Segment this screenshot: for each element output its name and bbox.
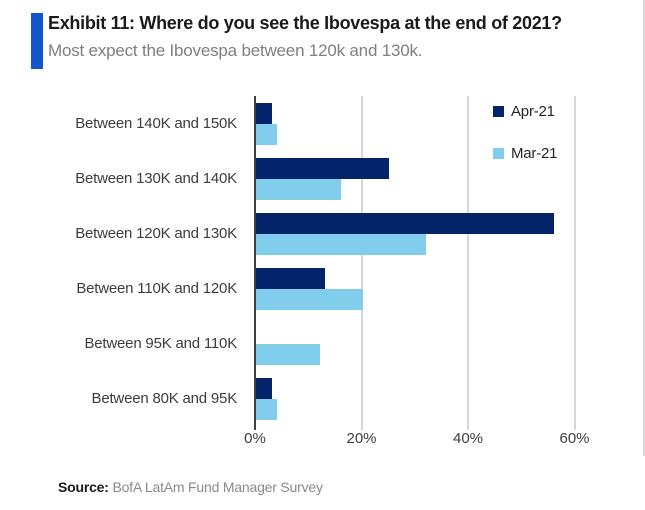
gridline — [467, 96, 469, 430]
bar-mar-21 — [256, 179, 342, 200]
exhibit-subtitle: Most expect the Ibovespa between 120k an… — [48, 41, 423, 60]
bar-chart: Between 140K and 150K Between 130K and 14… — [0, 96, 645, 447]
bar-group — [256, 151, 645, 206]
bar-group — [256, 316, 645, 371]
bar-group — [256, 96, 645, 151]
bar-mar-21 — [256, 289, 363, 310]
bar-group — [256, 261, 645, 316]
category-label: Between 140K and 150K — [75, 115, 237, 132]
bar-apr-21 — [256, 103, 272, 124]
x-tick-label: 20% — [346, 430, 377, 447]
source-value: BofA LatAm Fund Manager Survey — [112, 479, 323, 495]
x-tick-label: 40% — [452, 430, 484, 447]
exhibit-accent-bar — [31, 13, 43, 69]
x-tick-label: 60% — [559, 430, 590, 447]
bar-apr-21 — [256, 213, 555, 234]
bar-group — [256, 206, 645, 261]
bar-mar-21 — [256, 344, 320, 365]
exhibit-title: Exhibit 11: Where do you see the Ibovesp… — [48, 13, 562, 33]
legend-swatch-icon — [493, 147, 504, 159]
plot-area: 0% 20% 40% 60% — [244, 96, 645, 447]
legend-item-apr-21: Apr-21 — [493, 102, 557, 120]
bar-apr-21 — [256, 268, 326, 289]
legend-label: Apr-21 — [511, 102, 555, 120]
gridline — [360, 96, 363, 430]
source-label: Source: — [58, 479, 109, 495]
bar-mar-21 — [256, 124, 278, 145]
chart-legend: Apr-21 Mar-21 — [493, 102, 558, 187]
legend-item-mar-21: Mar-21 — [493, 144, 558, 162]
legend-swatch-icon — [493, 105, 504, 117]
bar-group — [256, 371, 645, 426]
source-line: Source: BofA LatAm Fund Manager Survey — [58, 479, 323, 495]
category-label: Between 130K and 140K — [75, 170, 237, 187]
bar-apr-21 — [256, 378, 272, 399]
gridline — [573, 96, 576, 430]
screenshot-right-edge — [643, 0, 645, 456]
category-label: Between 80K and 95K — [91, 390, 238, 407]
x-tick-label: 0% — [244, 430, 266, 447]
legend-label: Mar-21 — [511, 144, 558, 162]
category-axis: Between 140K and 150K Between 130K and 14… — [0, 96, 254, 426]
category-label: Between 110K and 120K — [76, 280, 237, 297]
y-axis-line — [254, 96, 256, 430]
category-label: Between 120K and 130K — [75, 225, 237, 242]
bar-apr-21 — [256, 158, 390, 179]
bar-mar-21 — [256, 234, 427, 255]
category-label: Between 95K and 110K — [84, 335, 237, 352]
bar-mar-21 — [256, 399, 278, 420]
